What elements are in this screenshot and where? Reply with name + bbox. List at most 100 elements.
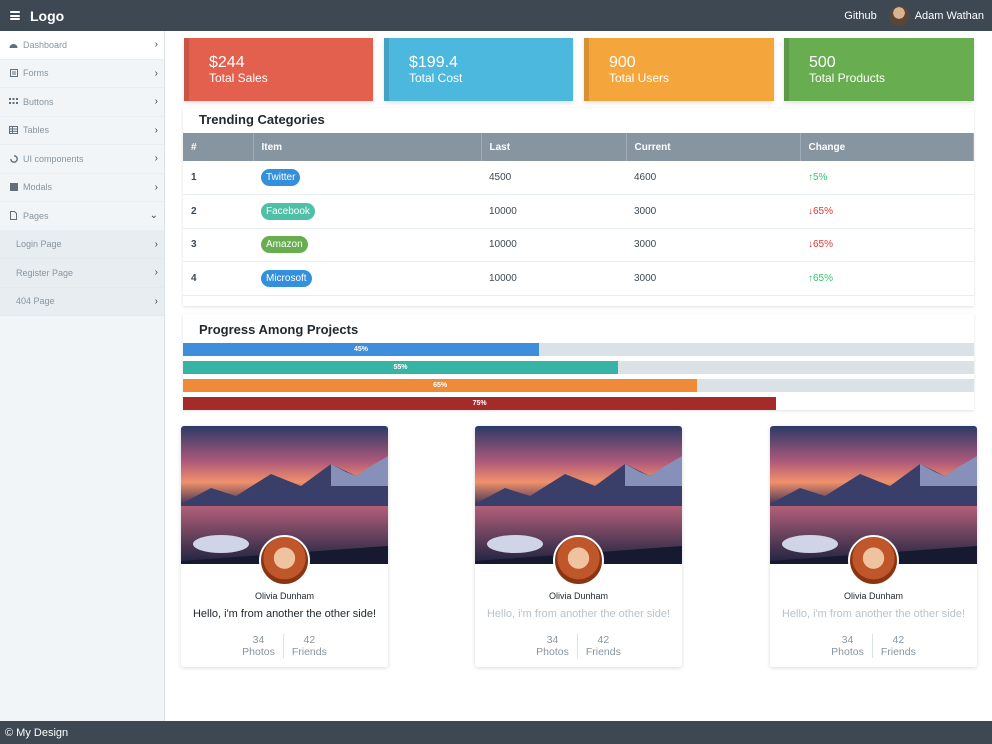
profile-card[interactable]: Olivia Dunham Hello, i'm from another th… <box>770 426 977 667</box>
progress-fill: 55% <box>183 361 619 374</box>
sidebar-item-label: 404 Page <box>16 296 55 307</box>
row-number: 2 <box>183 194 253 229</box>
progress-label: 45% <box>353 346 368 353</box>
sidebar-item-login-page[interactable]: Login Page › <box>0 231 164 259</box>
last-cell: 4500 <box>481 161 626 196</box>
sidebar-item-label: Login Page <box>16 239 62 250</box>
change-cell: ↓65% <box>800 194 974 229</box>
progress-fill: 45% <box>183 343 539 356</box>
footer-text: © My Design <box>5 726 69 739</box>
sidebar-item-label: Dashboard <box>23 39 68 50</box>
hamburger-menu-icon[interactable] <box>10 11 20 20</box>
form-icon <box>9 69 18 78</box>
chevron-right-icon: › <box>154 124 158 136</box>
arrow-up-icon: ↑ <box>808 172 813 184</box>
current-cell: 3000 <box>626 194 800 229</box>
spinner-icon <box>9 154 18 163</box>
progress-label: 55% <box>393 364 408 371</box>
footer: © My Design <box>0 721 992 744</box>
sidebar-item-register-page[interactable]: Register Page › <box>0 259 164 288</box>
user-avatar[interactable] <box>888 5 909 26</box>
panel-title: Progress Among Projects <box>199 322 359 337</box>
current-cell: 3000 <box>626 261 800 296</box>
progress-bar: 45% <box>183 343 974 356</box>
logo[interactable]: Logo <box>30 7 65 24</box>
sidebar-item-buttons[interactable]: Buttons › <box>0 88 164 117</box>
stat-label: Total Sales <box>209 71 268 85</box>
table-row: 3 Amazon 10000 3000 ↓65% <box>183 228 974 263</box>
progress-fill: 65% <box>183 379 698 392</box>
stat-card-total-products: 500 Total Products <box>784 38 974 101</box>
sidebar-item-forms[interactable]: Forms › <box>0 60 164 88</box>
chevron-right-icon: › <box>154 153 158 165</box>
photos-stat[interactable]: 34 Photos <box>234 634 283 658</box>
profile-stats: 34 Photos 42 Friends <box>181 634 388 658</box>
sidebar-item-tables[interactable]: Tables › <box>0 117 164 145</box>
profile-avatar[interactable] <box>259 535 310 586</box>
profile-avatar[interactable] <box>848 535 899 586</box>
friends-stat[interactable]: 42 Friends <box>282 634 335 658</box>
friends-count: 42 <box>597 634 610 646</box>
profile-name: Olivia Dunham <box>254 591 315 601</box>
column-header: # <box>183 133 254 161</box>
grid-icon <box>9 98 18 106</box>
friends-stat[interactable]: 42 Friends <box>576 634 629 658</box>
sidebar-item-dashboard[interactable]: Dashboard › <box>0 31 164 60</box>
square-icon <box>9 183 18 192</box>
item-badge[interactable]: Microsoft <box>261 270 312 288</box>
change-value: 5% <box>813 172 828 184</box>
photos-stat[interactable]: 34 Photos <box>528 634 577 658</box>
stat-card-total-cost: $199.4 Total Cost <box>384 38 573 101</box>
sidebar-item-ui-components[interactable]: UI components › <box>0 145 164 174</box>
sidebar-submenu-pages: Login Page › Register Page › 404 Page › <box>0 230 164 316</box>
stat-value: $244 <box>209 54 245 71</box>
photos-stat[interactable]: 34 Photos <box>823 634 872 658</box>
change-value: 65% <box>813 205 834 217</box>
table-row: 1 Twitter 4500 4600 ↑5% <box>183 161 974 196</box>
sidebar-item-404-page[interactable]: 404 Page › <box>0 288 164 316</box>
sidebar-item-label: Tables <box>23 125 50 136</box>
item-cell: Twitter <box>253 161 481 196</box>
sidebar-item-label: Buttons <box>23 96 54 107</box>
item-badge[interactable]: Twitter <box>261 169 301 187</box>
column-header: Change <box>800 133 974 161</box>
progress-bar: 75% <box>183 397 974 410</box>
item-badge[interactable]: Amazon <box>261 236 308 254</box>
friends-label: Friends <box>291 646 327 658</box>
sidebar-item-pages[interactable]: Pages ⌄ <box>0 202 164 231</box>
friends-label: Friends <box>880 646 916 658</box>
arrow-up-icon: ↑ <box>808 273 813 285</box>
github-link[interactable]: Github <box>844 9 877 22</box>
photos-count: 34 <box>252 634 265 646</box>
item-cell: Microsoft <box>253 261 481 296</box>
change-cell: ↑5% <box>800 161 974 196</box>
item-badge[interactable]: Facebook <box>261 202 315 220</box>
file-icon <box>9 211 18 221</box>
friends-count: 42 <box>892 634 905 646</box>
sidebar-item-modals[interactable]: Modals › <box>0 174 164 202</box>
photos-label: Photos <box>242 646 275 658</box>
photos-label: Photos <box>536 646 569 658</box>
progress-label: 65% <box>433 382 448 389</box>
profile-card[interactable]: Olivia Dunham Hello, i'm from another th… <box>181 426 388 667</box>
profile-name: Olivia Dunham <box>548 591 609 601</box>
top-bar: Logo Github Adam Wathan <box>0 0 992 31</box>
sidebar-item-label: UI components <box>23 153 84 164</box>
chevron-right-icon: › <box>154 67 158 79</box>
photos-count: 34 <box>841 634 854 646</box>
profile-avatar[interactable] <box>553 535 604 586</box>
stat-label: Total Users <box>609 71 670 85</box>
column-header: Current <box>626 133 801 161</box>
user-name[interactable]: Adam Wathan <box>914 9 984 22</box>
profile-stats: 34 Photos 42 Friends <box>475 634 682 658</box>
current-cell: 3000 <box>626 228 800 263</box>
progress-bar: 65% <box>183 379 974 392</box>
profile-card[interactable]: Olivia Dunham Hello, i'm from another th… <box>475 426 682 667</box>
profile-description: Hello, i'm from another the other side! <box>781 608 966 620</box>
sidebar: Dashboard › Forms › Buttons › Tables › U… <box>0 31 165 721</box>
progress-label: 75% <box>472 400 487 407</box>
friends-stat[interactable]: 42 Friends <box>871 634 924 658</box>
sidebar-item-label: Register Page <box>16 267 74 278</box>
stat-label: Total Products <box>809 71 886 85</box>
photos-count: 34 <box>546 634 559 646</box>
